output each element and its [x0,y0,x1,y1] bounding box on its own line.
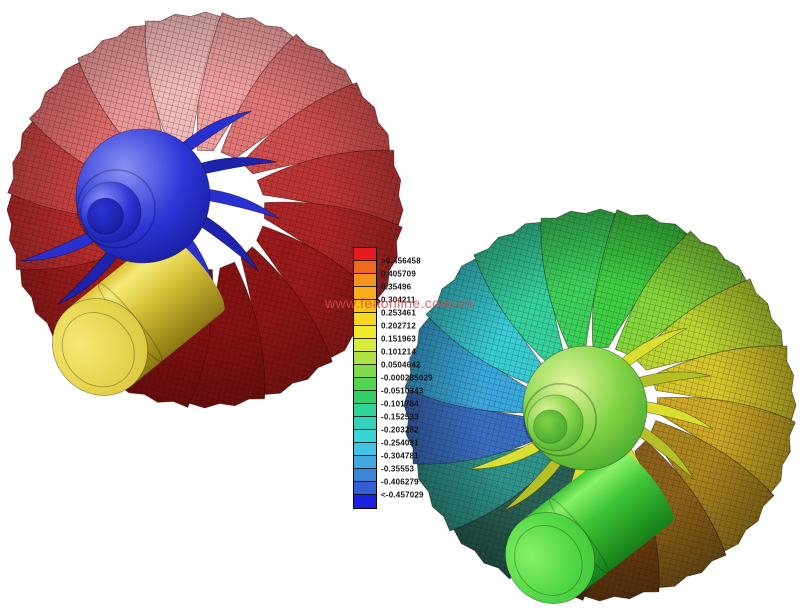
legend-band [354,430,376,443]
legend-band [354,339,376,352]
hub-nose [86,197,125,235]
legend-band [354,443,376,456]
legend-value-label: -0.406279 [381,477,419,487]
legend-value-label: 0.0504642 [381,360,421,370]
legend-band [354,404,376,417]
legend-band [354,300,376,313]
legend-value-label: 0.202712 [381,321,416,331]
legend-band [354,313,376,326]
legend-band [354,352,376,365]
legend-band [354,248,376,261]
fan-left-hub [75,128,211,264]
legend-value-label: <-0.457029 [381,490,424,500]
legend-band [354,456,376,469]
legend-band [354,391,376,404]
legend-band [354,274,376,287]
legend-value-label: -0.152533 [381,412,419,422]
legend-band [354,495,376,508]
legend-band [354,326,376,339]
legend-value-label: 0.304211 [381,295,416,305]
fan-right-hub [522,345,648,471]
legend-band [354,287,376,300]
legend-value-label: -0.101784 [381,399,419,409]
legend-band [354,365,376,378]
legend-value-label: -0.35553 [381,464,415,474]
legend-value-label: >0.456458 [381,256,421,266]
fan-left [6,11,404,409]
legend-value-label: 0.35496 [381,282,412,292]
cylinder-cap [504,511,596,605]
legend-value-label: 0.151963 [381,334,416,344]
fan-right [403,208,797,605]
contour-legend: >0.456458 0.405709 0.35496 0.304211 0.253461… [353,247,433,509]
legend-value-label: -0.0510343 [381,386,424,396]
legend-value-label: -0.304781 [381,451,419,461]
fan-right-shaft-cylinder [504,447,674,605]
hub-nose [533,409,568,444]
legend-value-label: 0.101214 [381,347,416,357]
legend-band [354,482,376,495]
legend-value-label: -0.000285029 [381,373,433,383]
legend-value-label: -0.203282 [381,425,419,435]
watermark-text: www.feaonline.com.cn [325,295,473,311]
legend-color-bar [353,247,377,509]
legend-band [354,378,376,391]
legend-value-label: -0.254031 [381,438,419,448]
legend-band [354,469,376,482]
legend-value-label: 0.405709 [381,269,416,279]
legend-value-label: 0.253461 [381,308,416,318]
legend-band [354,261,376,274]
legend-band [354,417,376,430]
cylinder-cap [51,298,149,396]
